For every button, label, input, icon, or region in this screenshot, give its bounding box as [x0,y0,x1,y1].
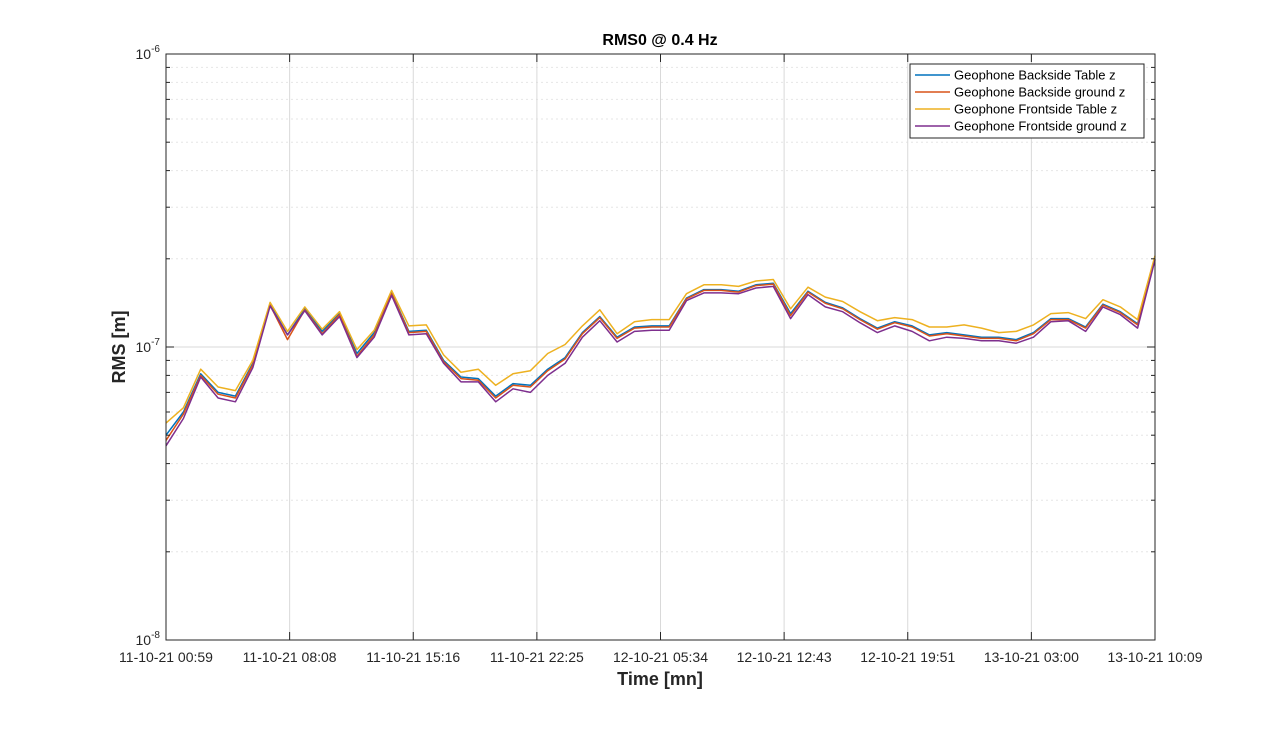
x-tick-label: 13-10-21 10:09 [1108,649,1203,665]
legend-entry: Geophone Frontside ground z [954,119,1127,134]
x-tick-label: 11-10-21 00:59 [119,649,213,665]
x-tick-label: 12-10-21 12:43 [737,649,832,665]
series-line-2 [165,258,1156,441]
series-lines [165,255,1156,447]
x-tick-label: 11-10-21 08:08 [243,649,337,665]
y-tick-label: 10-7 [136,337,161,355]
series-line-3 [165,255,1156,424]
legend-entry: Geophone Frontside Table z [954,102,1117,117]
axis-ticks: 10-8 10-7 10-6 11-10-21 00:59 11-10-21 08:08… [119,44,1203,665]
y-tick-label: 10-6 [136,44,161,62]
legend: Geophone Backside Table z Geophone Backsi… [909,63,1145,139]
x-axis-label: Time [mn] [617,669,703,689]
y-axis-label: RMS [m] [109,311,129,384]
x-tick-label: 12-10-21 05:34 [613,649,708,665]
chart-title: RMS0 @ 0.4 Hz [602,32,717,49]
legend-entry: Geophone Backside Table z [954,68,1116,83]
y-tick-label: 10-8 [136,630,161,648]
legend-entry: Geophone Backside ground z [954,85,1125,100]
x-tick-label: 11-10-21 15:16 [366,649,460,665]
x-tick-label: 13-10-21 03:00 [984,649,1079,665]
x-tick-label: 12-10-21 19:51 [860,649,955,665]
series-line-1 [165,258,1156,436]
x-tick-label: 11-10-21 22:25 [490,649,584,665]
series-line-4 [165,259,1156,447]
